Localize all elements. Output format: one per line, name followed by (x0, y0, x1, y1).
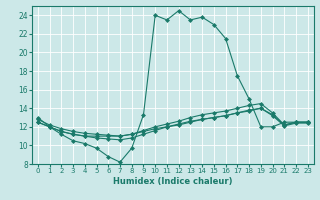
X-axis label: Humidex (Indice chaleur): Humidex (Indice chaleur) (113, 177, 233, 186)
